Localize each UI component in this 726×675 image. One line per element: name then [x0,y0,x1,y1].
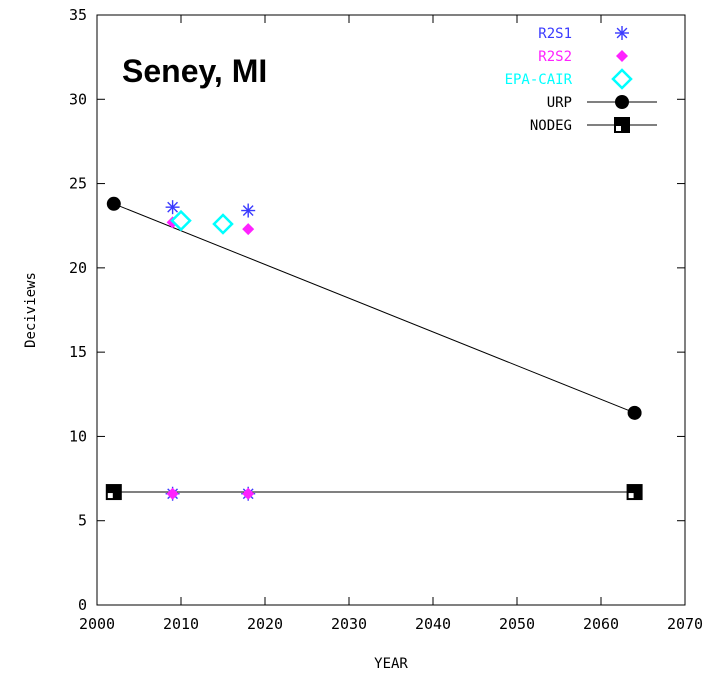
x-tick-label: 2050 [499,615,535,633]
legend-marker-urp [615,95,629,109]
x-tick-label: 2060 [583,615,619,633]
x-tick-label: 2030 [331,615,367,633]
x-tick-label: 2000 [79,615,115,633]
data-point-r2s2 [166,487,179,500]
legend: R2S1 R2S2 EPA-CAIR URP NODEG [505,26,657,134]
legend-marker-r2s2 [616,50,628,62]
x-tick-label: 2010 [163,615,199,633]
x-tick-label: 2070 [667,615,703,633]
legend-marker-nodeg [614,117,630,133]
legend-label-nodeg: NODEG [530,118,572,134]
y-tick-label: 25 [69,175,87,193]
legend-label-epa-cair: EPA-CAIR [505,72,573,88]
axis-ticks: 2000 2010 2020 2030 2040 2050 2060 207005101520… [69,6,703,633]
data-point-r2s1 [165,200,180,215]
data-point-urp [106,196,121,211]
legend-marker-r2s1 [615,26,629,40]
data-point-epa-cair [212,213,234,235]
y-tick-label: 15 [69,343,87,361]
data-markers [105,196,643,501]
legend-label-urp: URP [547,95,572,111]
data-point-r2s1 [241,203,256,218]
data-point-urp [627,405,642,420]
chart-title: Seney, MI [122,53,267,89]
data-point-epa-cair [170,209,192,232]
y-tick-label: 35 [69,6,87,24]
y-tick-label: 20 [69,259,87,277]
data-point-nodeg [626,484,643,501]
x-tick-label: 2020 [247,615,283,633]
y-axis-label: Deciviews [23,272,39,348]
data-point-r2s2 [242,223,255,236]
legend-label-r2s2: R2S2 [538,49,572,65]
series-lines [113,203,635,493]
y-tick-label: 10 [69,427,87,445]
y-tick-label: 30 [69,90,87,108]
y-tick-label: 0 [78,596,87,614]
legend-marker-epa-cair [611,68,633,90]
x-tick-label: 2040 [415,615,451,633]
y-tick-label: 5 [78,512,87,530]
data-point-r2s2 [242,487,255,500]
series-line-urp [113,203,635,414]
legend-label-r2s1: R2S1 [538,26,572,42]
plot-frame [96,14,686,606]
x-axis-label: YEAR [374,656,408,672]
data-point-nodeg [105,484,122,501]
